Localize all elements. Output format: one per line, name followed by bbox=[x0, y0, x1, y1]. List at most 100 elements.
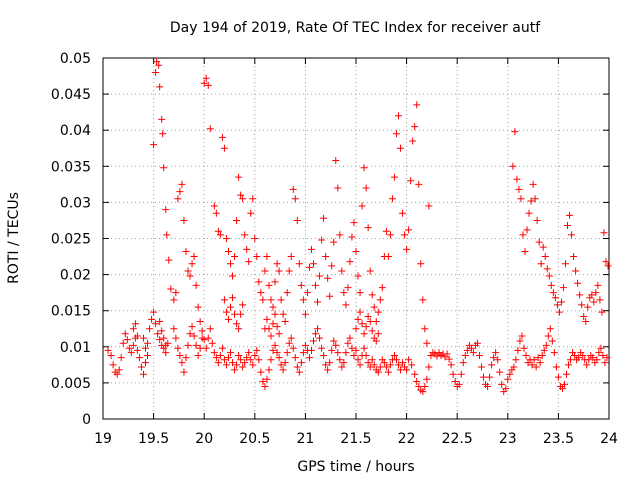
data-point bbox=[142, 359, 150, 367]
data-point bbox=[249, 195, 257, 203]
y-tick-label: 0.05 bbox=[60, 51, 91, 67]
data-point bbox=[144, 339, 152, 347]
data-point bbox=[150, 308, 158, 316]
data-point bbox=[360, 330, 368, 338]
data-point bbox=[243, 245, 251, 253]
data-point bbox=[405, 356, 413, 364]
data-point bbox=[148, 315, 156, 323]
data-point bbox=[511, 128, 519, 136]
data-point bbox=[548, 337, 556, 345]
data-point bbox=[158, 115, 166, 123]
data-point bbox=[552, 363, 560, 371]
data-point bbox=[593, 356, 601, 364]
data-point bbox=[152, 320, 160, 328]
data-point bbox=[384, 368, 392, 376]
data-point bbox=[600, 229, 608, 237]
y-tick-label: 0.02 bbox=[60, 268, 91, 284]
data-point bbox=[245, 258, 253, 266]
data-point bbox=[601, 359, 609, 367]
data-point bbox=[380, 359, 388, 367]
data-point bbox=[192, 341, 200, 349]
data-point bbox=[222, 235, 230, 242]
data-point bbox=[314, 298, 322, 306]
data-point bbox=[423, 339, 431, 347]
data-point bbox=[514, 346, 522, 354]
data-point bbox=[374, 368, 382, 376]
data-point bbox=[354, 272, 362, 280]
data-point bbox=[287, 253, 295, 261]
data-point bbox=[498, 380, 506, 388]
data-point bbox=[519, 231, 527, 239]
data-point bbox=[415, 180, 423, 188]
data-point bbox=[172, 289, 180, 297]
data-point bbox=[307, 346, 315, 354]
data-point bbox=[233, 216, 241, 224]
data-point bbox=[523, 226, 531, 234]
data-point bbox=[269, 320, 277, 328]
data-point bbox=[267, 332, 275, 340]
data-point bbox=[378, 284, 386, 292]
data-point bbox=[281, 318, 289, 326]
data-point bbox=[580, 312, 588, 320]
data-point bbox=[599, 351, 607, 359]
data-point bbox=[348, 233, 356, 241]
data-point bbox=[527, 197, 535, 205]
data-point bbox=[382, 227, 390, 235]
data-point bbox=[231, 366, 239, 374]
data-point bbox=[356, 289, 364, 297]
data-point bbox=[196, 318, 204, 326]
data-points bbox=[104, 58, 612, 396]
data-point bbox=[376, 363, 384, 371]
data-point bbox=[557, 298, 565, 306]
x-tick-label: 19 bbox=[94, 431, 112, 447]
data-point bbox=[415, 383, 423, 391]
data-point bbox=[547, 281, 555, 289]
data-point bbox=[328, 262, 336, 270]
data-point bbox=[403, 245, 411, 253]
x-tick-label: 20 bbox=[195, 431, 213, 447]
data-point bbox=[354, 315, 362, 323]
data-point bbox=[301, 310, 309, 318]
data-point bbox=[362, 351, 370, 359]
data-point bbox=[332, 157, 340, 165]
data-point bbox=[532, 363, 540, 371]
data-point bbox=[289, 344, 297, 352]
data-point bbox=[255, 356, 263, 364]
data-point bbox=[518, 332, 526, 340]
data-point bbox=[506, 370, 514, 378]
data-point bbox=[368, 356, 376, 364]
data-point bbox=[502, 385, 510, 393]
data-point bbox=[368, 327, 376, 335]
data-point bbox=[449, 370, 457, 378]
data-point bbox=[312, 330, 320, 338]
data-point bbox=[421, 325, 429, 333]
data-point bbox=[372, 318, 380, 326]
data-point bbox=[275, 354, 283, 362]
data-point bbox=[220, 356, 228, 364]
data-point bbox=[352, 346, 360, 354]
data-point bbox=[273, 323, 281, 331]
data-point bbox=[336, 356, 344, 364]
data-point bbox=[182, 354, 190, 362]
data-point bbox=[583, 361, 591, 369]
data-point bbox=[362, 184, 370, 192]
data-point bbox=[299, 349, 307, 357]
data-point bbox=[405, 226, 413, 234]
data-point bbox=[421, 383, 429, 391]
data-point bbox=[324, 366, 332, 374]
data-point bbox=[144, 351, 152, 359]
data-point bbox=[261, 383, 269, 391]
data-point bbox=[370, 361, 378, 369]
data-point bbox=[279, 310, 287, 318]
data-point bbox=[259, 377, 267, 385]
data-point bbox=[328, 346, 336, 354]
data-point bbox=[139, 334, 147, 342]
data-point bbox=[492, 349, 500, 357]
data-point bbox=[592, 289, 600, 297]
data-point bbox=[129, 341, 137, 349]
data-point bbox=[401, 231, 409, 239]
y-tick-label: 0.025 bbox=[51, 232, 91, 248]
data-point bbox=[425, 202, 433, 210]
x-tick-label: 23 bbox=[499, 431, 517, 447]
data-point bbox=[265, 281, 273, 289]
